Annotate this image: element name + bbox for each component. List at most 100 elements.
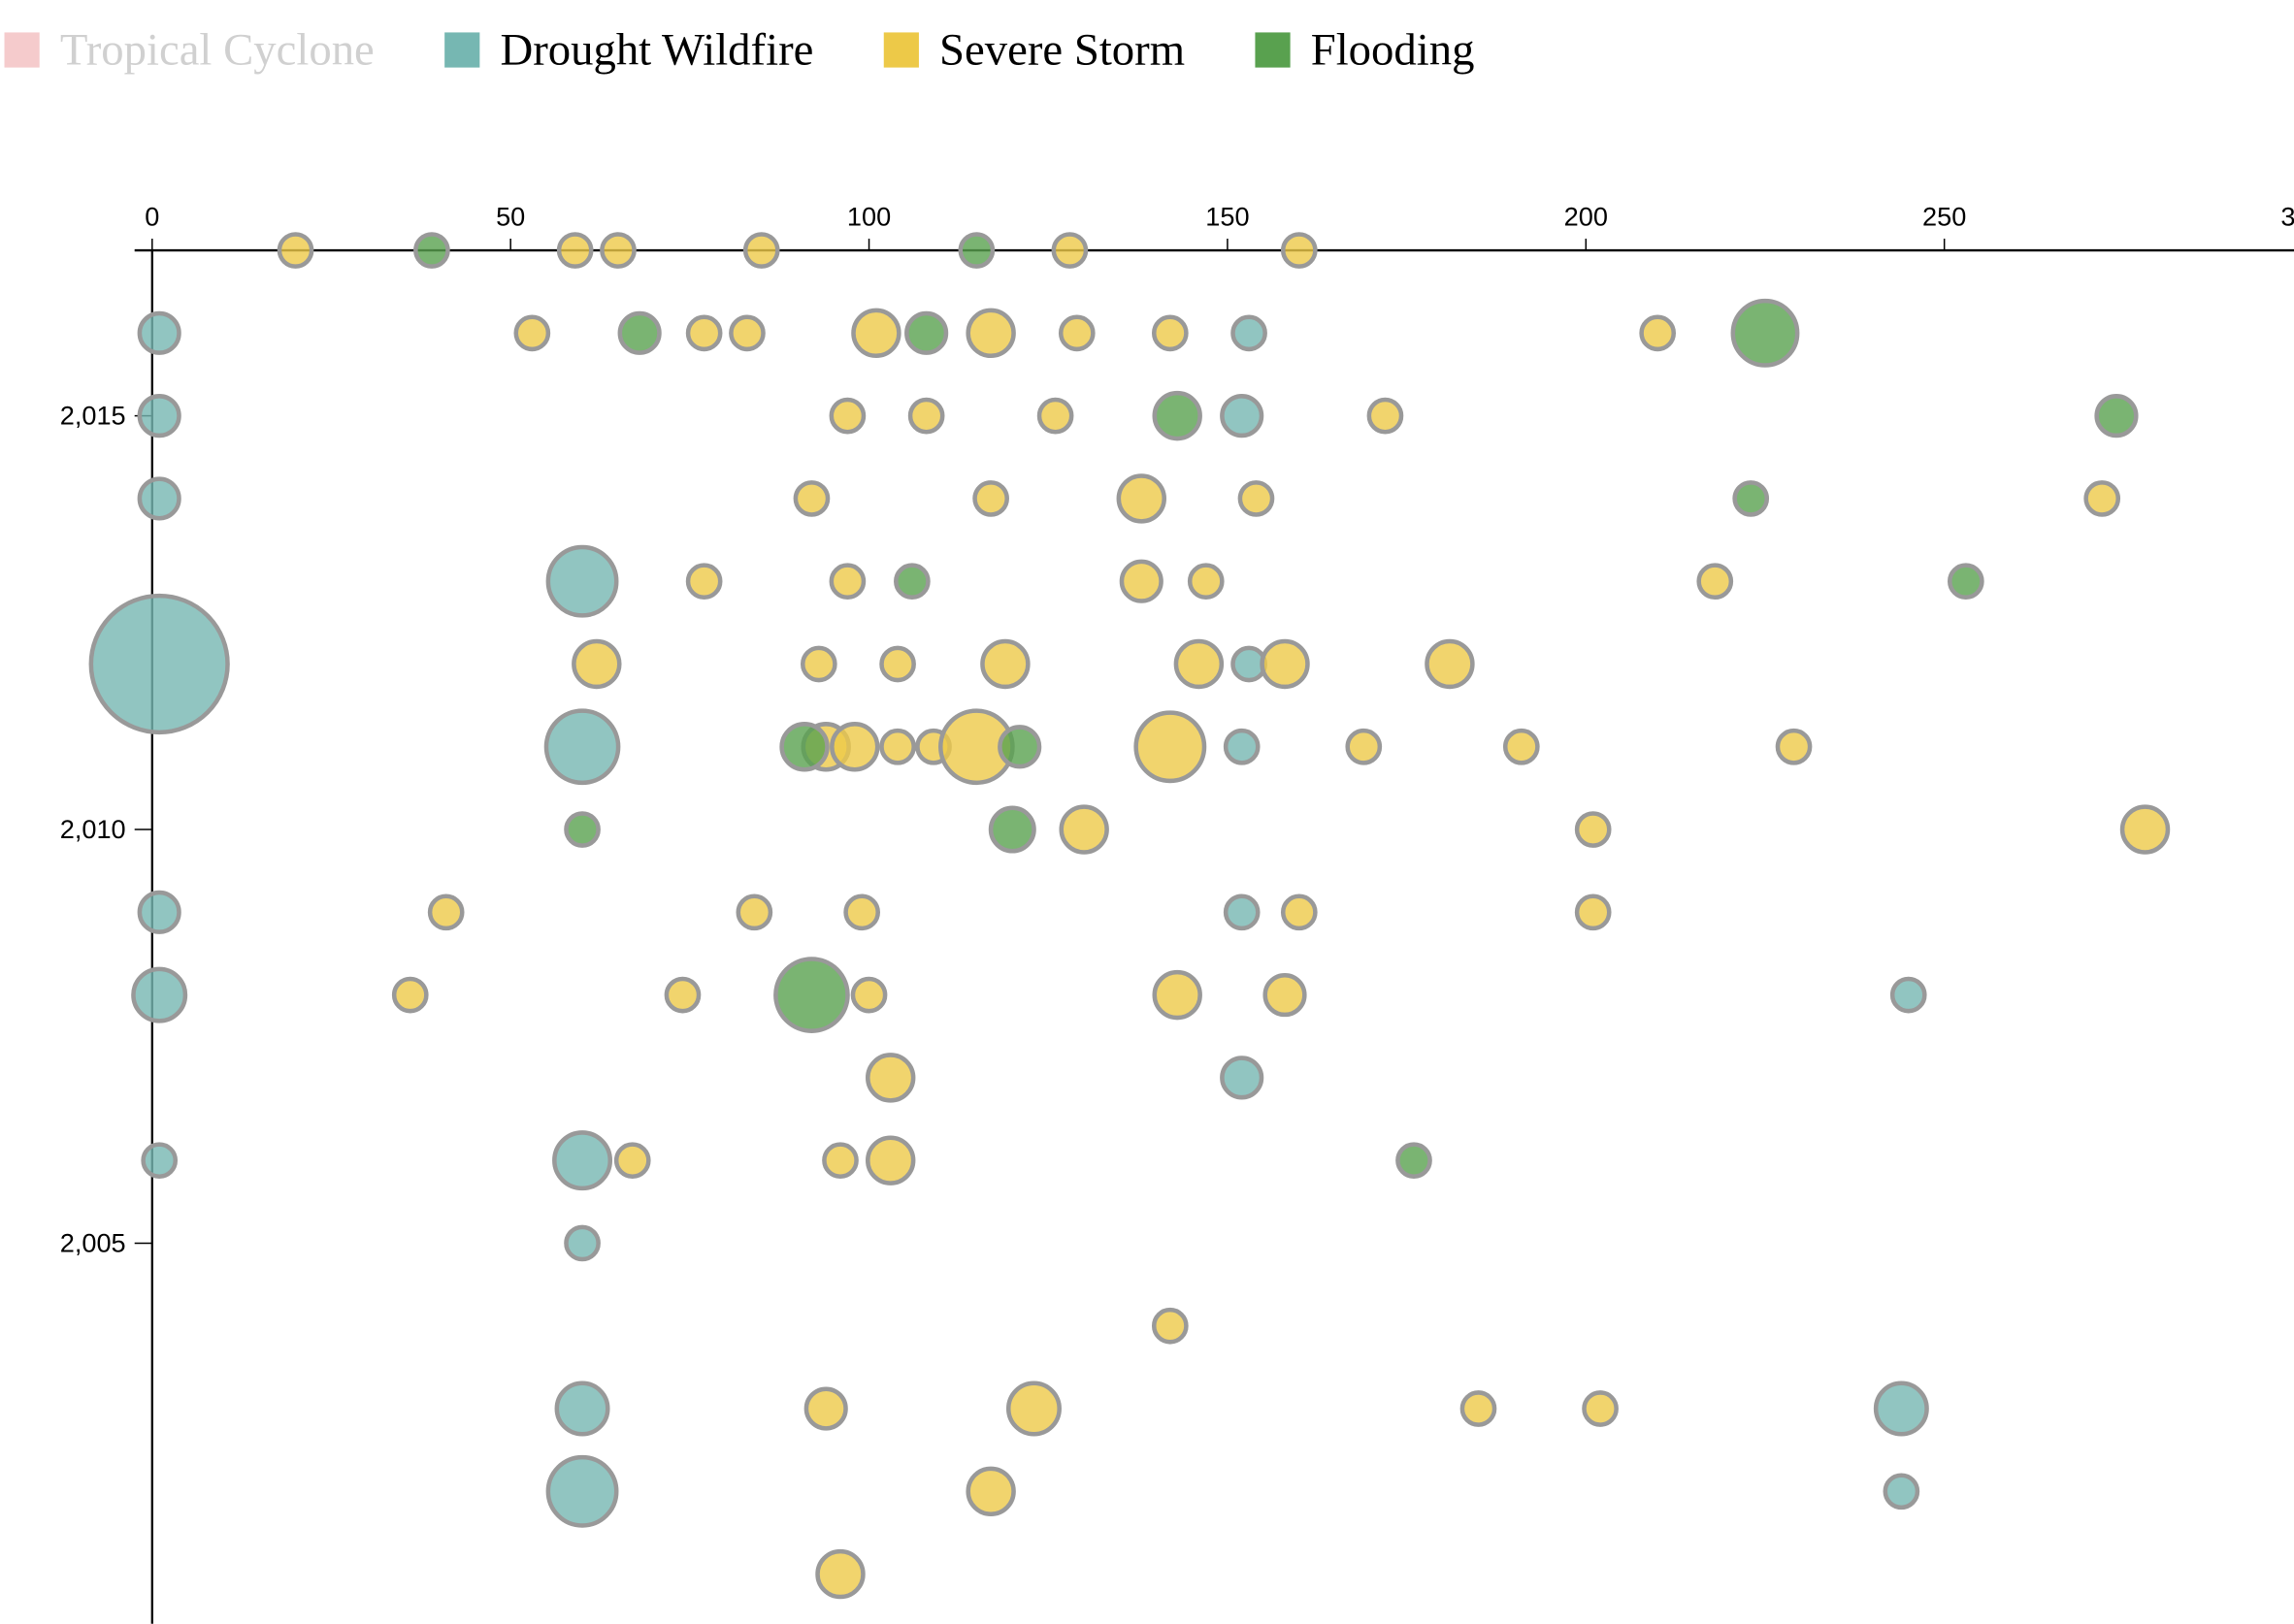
x-tick-label: 50	[496, 201, 525, 231]
bubble	[907, 397, 945, 435]
bubble	[613, 1142, 651, 1180]
bubble	[1947, 563, 1984, 601]
x-tick-label: 0	[145, 201, 159, 231]
bubble	[1230, 314, 1267, 352]
bubble	[1260, 638, 1310, 690]
bubble	[800, 645, 837, 683]
legend-item[interactable]: Drought Wildfire	[444, 25, 813, 76]
bubble	[685, 563, 723, 601]
bubble	[1366, 397, 1404, 435]
x-tick-label: 300	[2280, 201, 2294, 231]
y-tick-label: 2,010	[60, 814, 126, 844]
bubble	[685, 314, 723, 352]
bubble	[980, 638, 1031, 690]
legend-swatch	[4, 32, 40, 68]
y-tick-label: 2,005	[60, 1227, 126, 1257]
legend-swatch	[1255, 32, 1291, 68]
x-tick-label: 100	[847, 201, 891, 231]
bubble	[513, 314, 551, 352]
legend-item[interactable]: Tropical Cyclone	[4, 25, 375, 76]
legend-item[interactable]: Severe Storm	[883, 25, 1185, 76]
bubble	[894, 563, 931, 601]
bubble	[545, 544, 619, 618]
bubble	[1775, 728, 1813, 765]
bubble	[1883, 1473, 1920, 1510]
bubble	[1639, 314, 1677, 352]
bubble	[966, 308, 1016, 359]
legend-label: Tropical Cyclone	[60, 25, 375, 76]
bubble	[904, 310, 949, 355]
bubble	[998, 725, 1042, 769]
bubble	[277, 232, 314, 269]
bubble	[600, 232, 637, 269]
bubble	[1732, 480, 1770, 517]
bubble	[865, 1135, 916, 1186]
bubble	[1151, 1307, 1189, 1345]
bubble	[1582, 1390, 1619, 1427]
bubble	[1873, 1380, 1929, 1437]
legend-swatch	[883, 32, 919, 68]
bubble	[803, 1386, 848, 1431]
bubble	[1502, 728, 1540, 765]
bubble	[1133, 710, 1207, 784]
bubble	[1036, 397, 1074, 435]
bubble	[131, 966, 188, 1023]
bubble	[1730, 298, 1800, 368]
bubble	[1152, 390, 1202, 441]
legend-item[interactable]: Flooding	[1255, 25, 1474, 76]
bubble	[1345, 728, 1383, 765]
bubble	[1059, 804, 1109, 855]
bubble	[391, 976, 429, 1014]
bubble	[413, 232, 450, 269]
bubble	[554, 1380, 610, 1437]
bubble	[879, 728, 916, 765]
bubble	[1051, 232, 1089, 269]
x-tick-label: 250	[1922, 201, 1966, 231]
bubble	[966, 1466, 1016, 1517]
bubble	[1280, 232, 1318, 269]
legend-swatch	[444, 32, 480, 68]
bubble	[564, 811, 601, 848]
bubble	[1152, 969, 1202, 1021]
legend-label: Severe Storm	[939, 25, 1185, 76]
bubble	[1223, 893, 1261, 931]
bubble	[729, 314, 766, 352]
bubble	[2083, 480, 2121, 517]
bubble	[564, 1224, 601, 1262]
bubble	[1220, 1056, 1264, 1100]
bubble	[543, 708, 621, 786]
bubble	[427, 893, 465, 931]
bubble	[879, 645, 916, 683]
bubble	[1058, 314, 1096, 352]
bubble	[988, 805, 1036, 854]
bubble	[2094, 394, 2139, 438]
bubble	[773, 957, 850, 1033]
bubble	[736, 893, 773, 931]
bubble	[1262, 973, 1307, 1018]
bubble	[2119, 804, 2171, 855]
bubble	[830, 722, 880, 772]
bubble	[1459, 1390, 1497, 1427]
bubble	[822, 1142, 859, 1180]
bubble	[1005, 1380, 1062, 1437]
bubble	[815, 1548, 866, 1600]
bubble	[972, 480, 1009, 517]
x-tick-label: 150	[1205, 201, 1249, 231]
bubble	[1151, 314, 1189, 352]
bubble	[1237, 480, 1275, 517]
bubble	[664, 976, 702, 1014]
bubble	[779, 722, 830, 772]
bubble	[1280, 893, 1318, 931]
bubble	[1119, 559, 1163, 603]
bubble	[829, 397, 867, 435]
bubble	[556, 232, 594, 269]
bubble	[137, 394, 181, 438]
bubble	[617, 310, 662, 355]
bubble	[850, 976, 888, 1014]
bubble	[829, 563, 867, 601]
bubble	[1395, 1142, 1432, 1180]
bubble	[1425, 638, 1475, 690]
y-tick-label: 2,015	[60, 401, 126, 431]
